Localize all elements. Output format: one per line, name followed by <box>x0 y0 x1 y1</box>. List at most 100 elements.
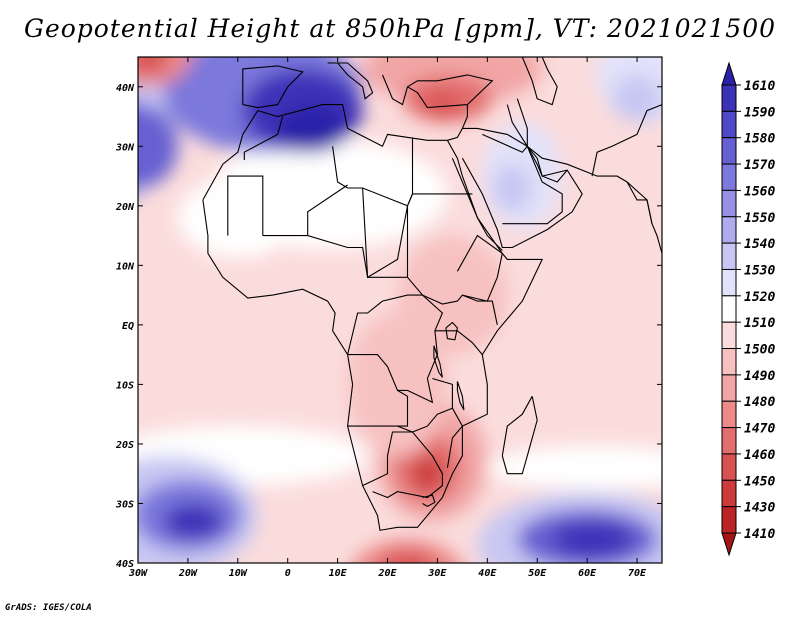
southern-border <box>362 431 443 499</box>
ethiopia-border <box>456 234 503 302</box>
lat-tick-label: 20N <box>115 202 135 213</box>
colorbar-label: 1560 <box>744 184 775 199</box>
colorbar-label: 1550 <box>744 211 775 226</box>
africa-coastline <box>202 104 544 531</box>
lat-tick-label: 40N <box>116 83 135 94</box>
pakistan-border <box>591 104 662 177</box>
lat-tick-label: 10S <box>116 380 134 391</box>
lat-tick-label: 30S <box>115 499 134 510</box>
caspian-coastline <box>521 57 558 106</box>
colorbar-top-arrow <box>721 61 737 86</box>
colorbar-cell <box>721 453 737 481</box>
grads-credit: GrADS: IGES/COLA <box>5 603 92 613</box>
lon-tick-label: 20W <box>178 568 198 579</box>
field-congo-lowish <box>347 312 448 456</box>
colorbar-label: 1570 <box>744 158 775 173</box>
colorbar-cell <box>721 163 737 191</box>
mozambique-border <box>446 407 464 468</box>
field-south-indian-high <box>552 521 633 558</box>
colorbar-cell <box>721 348 737 376</box>
colorbar-cell <box>721 84 737 112</box>
sinai-border <box>447 104 468 141</box>
maghreb-border <box>243 116 284 160</box>
field-mediterranean-low <box>422 92 463 117</box>
colorbar-label: 1510 <box>744 316 775 331</box>
colorbar-bottom-arrow <box>721 532 737 557</box>
field-southern-africa-low <box>412 455 443 492</box>
lat-tick-label: 20S <box>115 440 134 451</box>
map-title: Geopotential Height at 850hPa [gpm], VT:… <box>23 14 777 43</box>
iran-coastline <box>526 145 653 224</box>
colorbar-cell <box>721 321 737 350</box>
lake-tanganyika <box>433 345 443 378</box>
field-south-atlantic-high <box>162 503 223 540</box>
field-iran-high <box>612 74 662 123</box>
red-sea-coast <box>451 157 503 251</box>
colorbar-label: 1520 <box>744 290 775 305</box>
lat-tick-label: 10N <box>116 261 135 272</box>
colorbar-label: 1460 <box>744 448 775 463</box>
lon-tick-label: 10W <box>229 568 248 579</box>
colorbar-cell <box>721 242 737 270</box>
congo-border <box>347 294 444 404</box>
colorbar-cell <box>721 295 737 323</box>
colorbar-cell <box>721 506 737 534</box>
colorbar-cell <box>721 268 737 297</box>
angola-border <box>347 389 409 427</box>
field-atlantic-high <box>138 104 178 188</box>
field-north-africa-high <box>277 104 348 153</box>
italy-coastline <box>327 62 374 100</box>
lon-axis: 30W 20W 10W 0 10E 20E 30E 40E 50E 60E 70E <box>128 57 647 579</box>
iberia-coastline <box>242 65 304 109</box>
colorbar-cell <box>721 137 737 165</box>
colorbar-label: 1580 <box>744 132 775 147</box>
colorbar-cell <box>721 479 737 508</box>
field-nw-corner-low <box>138 57 168 75</box>
colorbar-cell <box>721 189 737 218</box>
lat-tick-label: 40S <box>116 559 134 570</box>
colorbar-cell <box>721 110 737 139</box>
lake-malawi <box>456 381 465 411</box>
lat-tick-label: 30N <box>115 142 135 153</box>
sudan-border <box>406 193 473 278</box>
arabia-coastline <box>461 127 583 249</box>
lake-victoria <box>445 321 458 341</box>
colorbar-cell <box>721 400 737 429</box>
field-cape-low <box>379 551 436 563</box>
plot-frame <box>137 56 663 564</box>
persia-borders <box>506 98 528 149</box>
lon-tick-label: 30W <box>128 568 148 579</box>
lat-axis: 40N 30N 20N 10N EQ 10S 20S 30S 40S <box>115 83 662 570</box>
colorbar-label: 1540 <box>744 237 775 252</box>
lon-tick-label: 30E <box>427 568 447 579</box>
lon-tick-label: 10E <box>329 568 348 579</box>
field-arabia-high <box>492 164 533 212</box>
sahel-border-2 <box>227 175 264 236</box>
balkans-turkey-coastline <box>381 74 494 109</box>
lesotho-border <box>422 494 436 508</box>
colorbar-label: 1610 <box>744 79 775 94</box>
colorbar-label: 1450 <box>744 474 775 489</box>
india-coastline <box>626 181 662 254</box>
colorbar-cell <box>721 374 737 402</box>
colorbar-label: 1530 <box>744 263 775 278</box>
chad-border <box>362 187 409 279</box>
south-white-band-e <box>487 445 662 490</box>
lon-tick-label: 50E <box>528 568 547 579</box>
lat-tick-label: EQ <box>122 321 134 332</box>
lon-tick-label: 60E <box>578 568 597 579</box>
colorbar-label: 1470 <box>744 422 775 437</box>
colorbar-label: 1490 <box>744 369 775 384</box>
colorbar-label: 1500 <box>744 343 775 358</box>
sahel-border-3 <box>307 184 348 236</box>
colorbar-label: 1410 <box>744 527 775 542</box>
colorbar-label: 1430 <box>744 501 775 516</box>
colorbar-cell <box>721 216 737 244</box>
colorbar-label: 1590 <box>744 105 775 120</box>
colorbar-cell <box>721 427 737 455</box>
lon-tick-label: 70E <box>628 568 647 579</box>
gulf-coast <box>526 145 568 183</box>
lon-tick-label: 40E <box>478 568 497 579</box>
